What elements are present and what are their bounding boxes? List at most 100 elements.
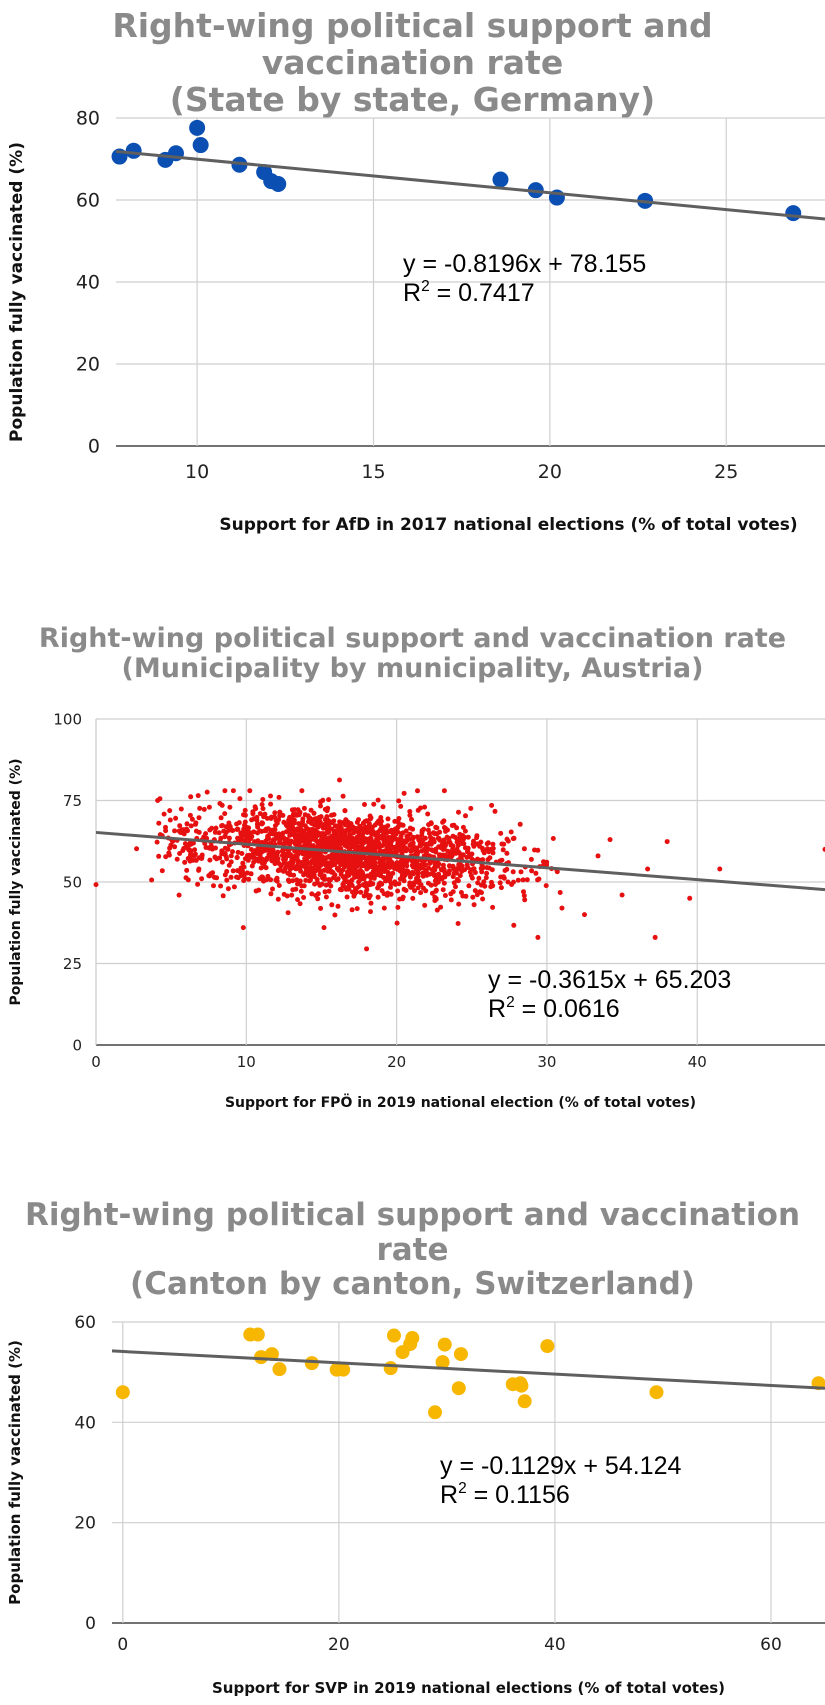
scatter-point <box>216 830 222 836</box>
scatter-point <box>272 1362 287 1377</box>
scatter-point <box>242 807 248 813</box>
scatter-point <box>225 886 231 892</box>
scatter-point <box>190 840 196 846</box>
scatter-point <box>228 859 234 865</box>
scatter-point <box>338 862 344 868</box>
scatter-point <box>481 850 487 856</box>
scatter-point <box>228 874 234 880</box>
scatter-point <box>201 806 207 812</box>
scatter-point <box>423 847 428 853</box>
scatter-point <box>277 809 283 815</box>
scatter-point <box>347 854 353 860</box>
scatter-point <box>419 829 425 835</box>
scatter-point <box>381 838 387 844</box>
scatter-point <box>270 176 287 193</box>
scatter-point <box>392 826 398 832</box>
scatter-point <box>222 788 228 794</box>
scatter-point <box>331 853 337 859</box>
scatter-point <box>280 812 286 818</box>
y-tick-label: 60 <box>74 1313 96 1333</box>
y-tick-label: 80 <box>76 108 100 130</box>
scatter-point <box>490 841 496 847</box>
scatter-point <box>234 827 240 832</box>
scatter-point <box>346 882 352 888</box>
scatter-point <box>239 872 245 878</box>
scatter-point <box>470 894 476 900</box>
scatter-point <box>329 840 334 846</box>
y-tick-label: 0 <box>72 1036 82 1054</box>
scatter-point <box>479 845 485 851</box>
x-tick-label: 0 <box>117 1635 128 1655</box>
scatter-point <box>353 861 359 867</box>
scatter-point <box>353 889 359 895</box>
scatter-point <box>508 829 514 835</box>
scatter-point <box>230 849 235 855</box>
x-tick-label: 10 <box>185 461 209 483</box>
scatter-point <box>397 896 403 902</box>
scatter-point <box>193 828 199 834</box>
scatter-point <box>259 874 265 880</box>
scatter-point <box>298 888 304 894</box>
scatter-point <box>220 823 225 828</box>
scatter-point <box>227 804 233 810</box>
scatter-point <box>468 805 474 811</box>
scatter-point <box>456 901 462 907</box>
y-axis-label: Population fully vaccinated (%) <box>7 142 27 442</box>
scatter-point <box>407 812 413 818</box>
x-tick-label: 10 <box>237 1053 256 1071</box>
scatter-point <box>286 841 292 847</box>
scatter-point <box>312 881 318 887</box>
scatter-point <box>231 884 237 890</box>
x-axis-label: Support for AfD in 2017 national electio… <box>219 515 797 535</box>
scatter-point <box>368 909 373 915</box>
scatter-point <box>480 896 486 902</box>
scatter-point <box>237 796 243 802</box>
scatter-point <box>359 839 365 844</box>
scatter-point <box>172 828 178 834</box>
scatter-point <box>327 860 333 866</box>
scatter-point <box>428 838 434 844</box>
scatter-point <box>364 887 370 893</box>
scatter-point <box>337 828 343 834</box>
scatter-point <box>270 848 276 854</box>
scatter-point <box>382 824 388 830</box>
scatter-point <box>347 831 353 837</box>
scatter-point <box>247 830 253 836</box>
scatter-point <box>326 854 332 859</box>
scatter-point <box>308 868 314 873</box>
scatter-point <box>241 878 247 884</box>
scatter-point <box>441 837 447 843</box>
scatter-point <box>284 823 290 829</box>
scatter-point <box>157 832 163 838</box>
scatter-point <box>184 826 190 832</box>
scatter-point <box>188 823 194 829</box>
scatter-point <box>322 889 328 895</box>
scatter-point <box>607 837 613 843</box>
scatter-point <box>464 862 470 868</box>
scatter-point <box>535 847 541 853</box>
scatter-point <box>393 831 399 837</box>
scatter-point <box>308 852 314 858</box>
y-tick-label: 40 <box>76 272 100 294</box>
scatter-point <box>300 816 306 822</box>
scatter-point <box>388 829 394 835</box>
scatter-point <box>277 840 282 846</box>
scatter-point <box>295 851 301 857</box>
scatter-point <box>441 788 447 794</box>
scatter-point <box>458 890 464 895</box>
scatter-point <box>468 867 474 873</box>
scatter-point <box>155 798 161 803</box>
x-tick-label: 0 <box>91 1053 101 1071</box>
scatter-point <box>366 821 372 827</box>
scatter-point <box>344 894 350 900</box>
scatter-point <box>390 870 396 876</box>
scatter-point <box>492 171 509 188</box>
scatter-point <box>344 835 350 841</box>
scatter-point <box>529 868 535 874</box>
scatter-point <box>524 877 530 883</box>
scatter-point <box>504 866 510 872</box>
y-axis-label: Population fully vaccinated (%) <box>8 758 24 1005</box>
scatter-point <box>268 828 274 834</box>
scatter-point <box>336 855 342 861</box>
scatter-point <box>372 822 378 828</box>
